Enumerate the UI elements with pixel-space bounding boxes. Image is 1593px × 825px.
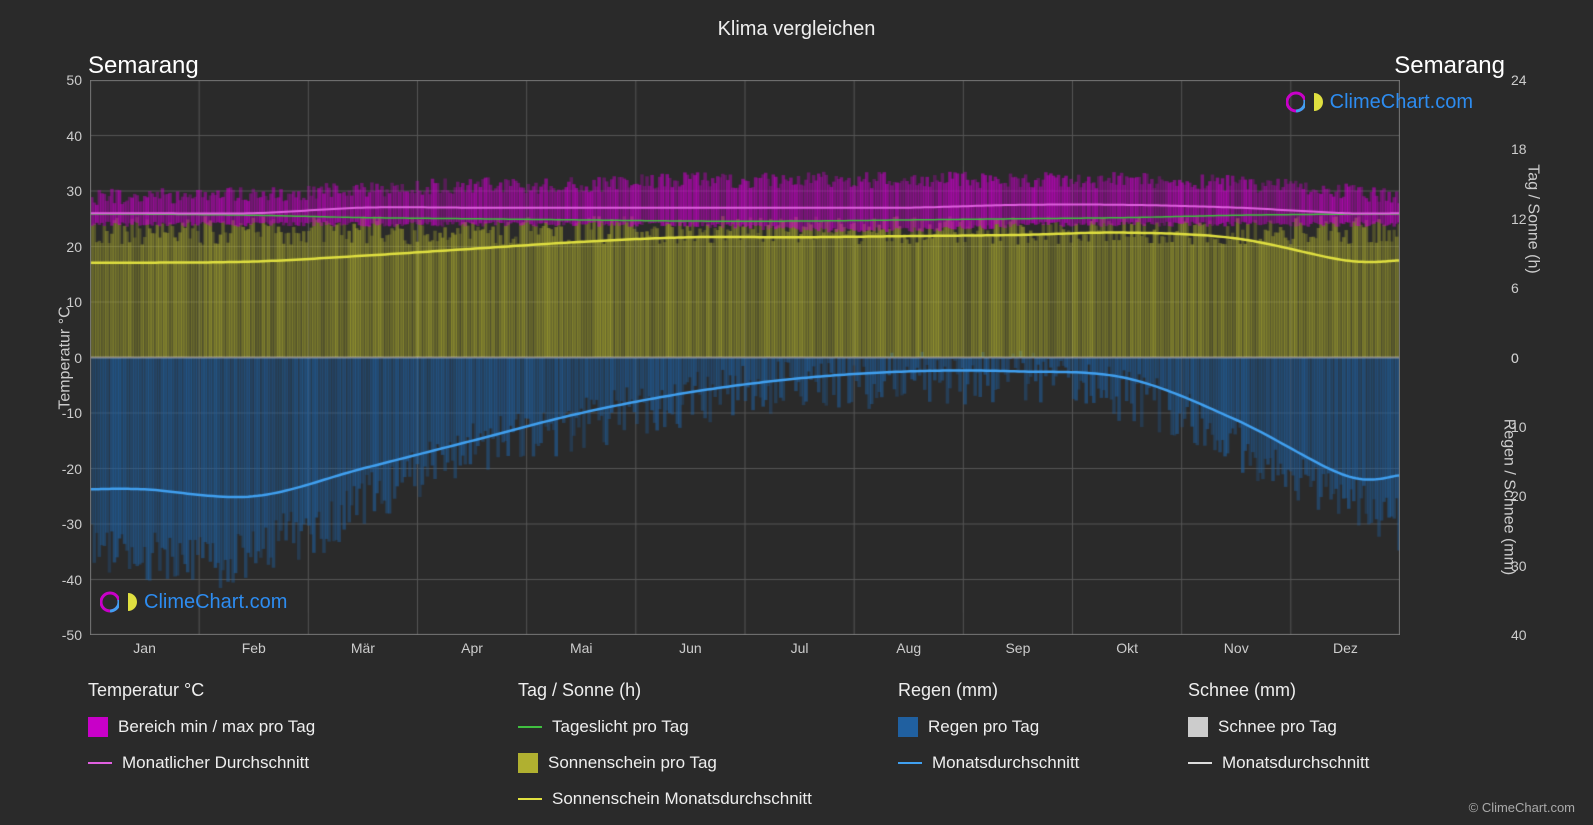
y-tick-right: 18 (1511, 141, 1527, 157)
x-tick: Jun (679, 640, 702, 656)
y-tick-right: 12 (1511, 211, 1527, 227)
chart-canvas (90, 80, 1400, 635)
chart-plot-area (90, 80, 1400, 635)
x-tick: Jul (791, 640, 809, 656)
legend-label: Sonnenschein pro Tag (548, 753, 717, 773)
y-tick-right: 30 (1511, 558, 1527, 574)
x-axis-ticks: Jan Feb Mär Apr Mai Jun Jul Aug Sep Okt Nov Dez (90, 640, 1400, 664)
x-tick: Sep (1005, 640, 1030, 656)
x-tick: Mai (570, 640, 593, 656)
legend-item: Monatsdurchschnitt (898, 753, 1079, 773)
legend-swatch (88, 762, 112, 764)
legend-column: Tag / Sonne (h) Tageslicht pro Tag Sonnens… (518, 680, 812, 809)
legend-label: Monatsdurchschnitt (1222, 753, 1369, 773)
legend-swatch (518, 726, 542, 728)
location-label-left: Semarang (88, 52, 199, 80)
legend-item: Sonnenschein pro Tag (518, 753, 812, 773)
copyright-text: © ClimeChart.com (1469, 800, 1575, 815)
legend-heading: Schnee (mm) (1188, 680, 1369, 701)
legend-item: Sonnenschein Monatsdurchschnitt (518, 789, 812, 809)
watermark-top: ClimeChart.com (1286, 90, 1473, 114)
legend-label: Tageslicht pro Tag (552, 717, 689, 737)
y-tick-left: -40 (62, 572, 82, 588)
legend-heading: Tag / Sonne (h) (518, 680, 812, 701)
y-tick-left: -30 (62, 516, 82, 532)
legend-column: Regen (mm) Regen pro Tag Monatsdurchschnit… (898, 680, 1079, 773)
y-tick-right: 20 (1511, 488, 1527, 504)
legend-item: Monatsdurchschnitt (1188, 753, 1369, 773)
y-tick-left: 20 (66, 239, 82, 255)
legend-swatch (518, 753, 538, 773)
climechart-logo-icon (100, 590, 138, 614)
legend-label: Bereich min / max pro Tag (118, 717, 315, 737)
y-tick-right: 10 (1511, 419, 1527, 435)
y-tick-left: 40 (66, 128, 82, 144)
x-tick: Apr (461, 640, 483, 656)
legend-swatch (88, 717, 108, 737)
x-tick: Dez (1333, 640, 1358, 656)
x-tick: Okt (1116, 640, 1138, 656)
x-tick: Feb (242, 640, 266, 656)
legend-label: Monatlicher Durchschnitt (122, 753, 309, 773)
legend-column: Schnee (mm) Schnee pro Tag Monatsdurchschn… (1188, 680, 1369, 773)
legend-swatch (1188, 762, 1212, 764)
legend-label: Regen pro Tag (928, 717, 1039, 737)
x-tick: Nov (1224, 640, 1249, 656)
legend-swatch (898, 762, 922, 764)
y-tick-left: -20 (62, 461, 82, 477)
legend-item: Bereich min / max pro Tag (88, 717, 315, 737)
legend-column: Temperatur °C Bereich min / max pro Tag Mo… (88, 680, 315, 773)
legend-label: Monatsdurchschnitt (932, 753, 1079, 773)
y-tick-left: 0 (74, 350, 82, 366)
y-axis-left-ticks: 50403020100-10-20-30-40-50 (0, 80, 90, 635)
legend-heading: Regen (mm) (898, 680, 1079, 701)
legend-swatch (1188, 717, 1208, 737)
y-tick-left: -10 (62, 405, 82, 421)
location-label-right: Semarang (1394, 52, 1505, 80)
x-tick: Jan (133, 640, 156, 656)
y-tick-right: 6 (1511, 280, 1519, 296)
legend-swatch (518, 798, 542, 800)
y-tick-left: 30 (66, 183, 82, 199)
climechart-logo-icon (1286, 90, 1324, 114)
chart-container: { "title": "Klima vergleichen", "locatio… (0, 0, 1593, 825)
x-tick: Mär (351, 640, 375, 656)
x-tick: Aug (896, 640, 921, 656)
legend-item: Tageslicht pro Tag (518, 717, 812, 737)
y-tick-right: 40 (1511, 627, 1527, 643)
legend-item: Schnee pro Tag (1188, 717, 1369, 737)
y-axis-right-ticks: 24181260010203040 (1503, 80, 1593, 635)
y-tick-left: -50 (62, 627, 82, 643)
legend-label: Schnee pro Tag (1218, 717, 1337, 737)
y-tick-right: 0 (1511, 350, 1519, 366)
legend-label: Sonnenschein Monatsdurchschnitt (552, 789, 812, 809)
legend-item: Regen pro Tag (898, 717, 1079, 737)
legend-item: Monatlicher Durchschnitt (88, 753, 315, 773)
watermark-bottom: ClimeChart.com (100, 590, 287, 614)
legend-heading: Temperatur °C (88, 680, 315, 701)
y-tick-left: 10 (66, 294, 82, 310)
y-tick-right: 24 (1511, 72, 1527, 88)
chart-title: Klima vergleichen (0, 18, 1593, 41)
legend-swatch (898, 717, 918, 737)
y-tick-left: 50 (66, 72, 82, 88)
